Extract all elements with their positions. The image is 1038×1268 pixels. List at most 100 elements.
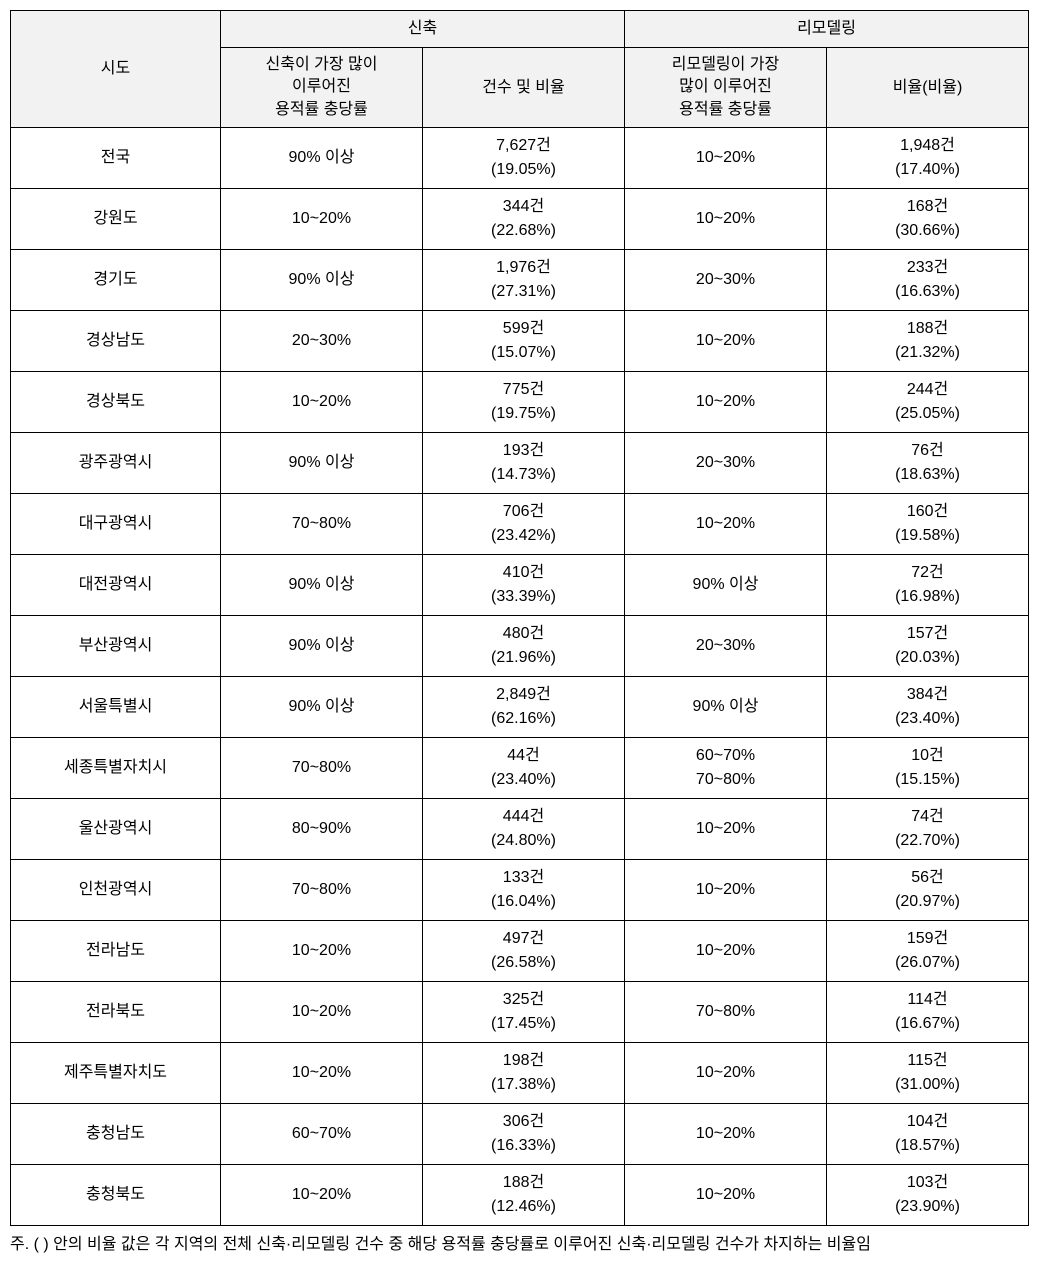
cell-count-percent: (62.16%) — [427, 707, 620, 731]
cell-remodel-rate: 10~20% — [625, 799, 827, 860]
cell-new-rate: 10~20% — [221, 1043, 423, 1104]
cell-count-percent: (23.40%) — [831, 707, 1024, 731]
cell-count-percent: (31.00%) — [831, 1073, 1024, 1097]
cell-new-count: 306건(16.33%) — [423, 1104, 625, 1165]
header-remodel-ratio: 비율(비율) — [827, 48, 1029, 128]
footnote: 주. ( ) 안의 비율 값은 각 지역의 전체 신축·리모델링 건수 중 해당… — [10, 1232, 1028, 1258]
cell-sido: 인천광역시 — [11, 860, 221, 921]
cell-new-count: 344건(22.68%) — [423, 189, 625, 250]
cell-count-value: 384건 — [831, 683, 1024, 707]
cell-sido: 광주광역시 — [11, 433, 221, 494]
cell-count-percent: (17.40%) — [831, 158, 1024, 182]
cell-remodel-rate: 10~20% — [625, 372, 827, 433]
cell-count-value: 775건 — [427, 378, 620, 402]
cell-count-percent: (24.80%) — [427, 829, 620, 853]
cell-count-percent: (21.32%) — [831, 341, 1024, 365]
header-line: 용적률 충당률 — [275, 101, 368, 118]
cell-remodel-count: 72건(16.98%) — [827, 555, 1029, 616]
cell-sido: 경상북도 — [11, 372, 221, 433]
header-new-count: 건수 및 비율 — [423, 48, 625, 128]
header-remodel-rate: 리모델링이 가장 많이 이루어진 용적률 충당률 — [625, 48, 827, 128]
cell-count-value: 104건 — [831, 1110, 1024, 1134]
cell-count-percent: (19.58%) — [831, 524, 1024, 548]
cell-new-rate: 70~80% — [221, 860, 423, 921]
cell-count-percent: (27.31%) — [427, 280, 620, 304]
cell-remodel-rate: 10~20% — [625, 189, 827, 250]
cell-new-count: 188건(12.46%) — [423, 1165, 625, 1226]
cell-sido: 제주특별자치도 — [11, 1043, 221, 1104]
cell-count-value: 76건 — [831, 439, 1024, 463]
cell-sido: 경상남도 — [11, 311, 221, 372]
cell-new-rate: 70~80% — [221, 494, 423, 555]
header-line: 용적률 충당률 — [679, 101, 772, 118]
region-construction-table: 시도 신축 리모델링 신축이 가장 많이 이루어진 용적률 충당률 건수 및 비… — [10, 10, 1029, 1226]
cell-new-rate: 90% 이상 — [221, 677, 423, 738]
cell-count-value: 410건 — [427, 561, 620, 585]
cell-count-percent: (16.98%) — [831, 585, 1024, 609]
cell-remodel-rate: 70~80% — [625, 982, 827, 1043]
cell-count-value: 497건 — [427, 927, 620, 951]
table-row: 충청북도10~20%188건(12.46%)10~20%103건(23.90%) — [11, 1165, 1029, 1226]
cell-sido: 울산광역시 — [11, 799, 221, 860]
cell-remodel-count: 157건(20.03%) — [827, 616, 1029, 677]
table-row: 경기도90% 이상1,976건(27.31%)20~30%233건(16.63%… — [11, 250, 1029, 311]
cell-sido: 경기도 — [11, 250, 221, 311]
cell-sido: 전라남도 — [11, 921, 221, 982]
cell-remodel-rate: 10~20% — [625, 128, 827, 189]
cell-new-count: 497건(26.58%) — [423, 921, 625, 982]
cell-new-count: 44건(23.40%) — [423, 738, 625, 799]
cell-new-count: 1,976건(27.31%) — [423, 250, 625, 311]
table-body: 전국90% 이상7,627건(19.05%)10~20%1,948건(17.40… — [11, 128, 1029, 1226]
cell-remodel-rate: 10~20% — [625, 1104, 827, 1165]
cell-count-value: 115건 — [831, 1049, 1024, 1073]
cell-remodel-count: 160건(19.58%) — [827, 494, 1029, 555]
cell-remodel-count: 244건(25.05%) — [827, 372, 1029, 433]
cell-count-percent: (16.63%) — [831, 280, 1024, 304]
cell-new-rate: 10~20% — [221, 1165, 423, 1226]
cell-count-value: 1,948건 — [831, 134, 1024, 158]
cell-count-value: 344건 — [427, 195, 620, 219]
cell-count-value: 193건 — [427, 439, 620, 463]
cell-sido: 대전광역시 — [11, 555, 221, 616]
cell-count-value: 74건 — [831, 805, 1024, 829]
cell-new-rate: 90% 이상 — [221, 250, 423, 311]
cell-new-rate: 90% 이상 — [221, 433, 423, 494]
cell-remodel-count: 74건(22.70%) — [827, 799, 1029, 860]
cell-new-rate: 70~80% — [221, 738, 423, 799]
cell-count-value: 44건 — [427, 744, 620, 768]
header-group-new: 신축 — [221, 11, 625, 48]
header-new-rate: 신축이 가장 많이 이루어진 용적률 충당률 — [221, 48, 423, 128]
header-line: 신축이 가장 많이 — [266, 56, 378, 73]
cell-count-value: 133건 — [427, 866, 620, 890]
table-row: 강원도10~20%344건(22.68%)10~20%168건(30.66%) — [11, 189, 1029, 250]
cell-sido: 충청남도 — [11, 1104, 221, 1165]
cell-count-percent: (33.39%) — [427, 585, 620, 609]
table-row: 인천광역시70~80%133건(16.04%)10~20%56건(20.97%) — [11, 860, 1029, 921]
cell-new-count: 2,849건(62.16%) — [423, 677, 625, 738]
header-sido: 시도 — [11, 11, 221, 128]
cell-count-percent: (23.42%) — [427, 524, 620, 548]
cell-remodel-rate: 10~20% — [625, 860, 827, 921]
cell-remodel-count: 10건(15.15%) — [827, 738, 1029, 799]
cell-new-count: 193건(14.73%) — [423, 433, 625, 494]
table-row: 대구광역시70~80%706건(23.42%)10~20%160건(19.58%… — [11, 494, 1029, 555]
table-row: 서울특별시90% 이상2,849건(62.16%)90% 이상384건(23.4… — [11, 677, 1029, 738]
cell-count-value: 188건 — [831, 317, 1024, 341]
cell-new-count: 133건(16.04%) — [423, 860, 625, 921]
cell-count-percent: (20.97%) — [831, 890, 1024, 914]
table-row: 전라북도10~20%325건(17.45%)70~80%114건(16.67%) — [11, 982, 1029, 1043]
cell-count-value: 7,627건 — [427, 134, 620, 158]
header-line: 이루어진 — [292, 78, 351, 95]
cell-count-value: 198건 — [427, 1049, 620, 1073]
cell-count-value: 444건 — [427, 805, 620, 829]
cell-remodel-count: 233건(16.63%) — [827, 250, 1029, 311]
cell-remodel-rate: 10~20% — [625, 1043, 827, 1104]
cell-remodel-rate: 60~70%70~80% — [625, 738, 827, 799]
cell-count-percent: (17.38%) — [427, 1073, 620, 1097]
cell-remodel-rate: 90% 이상 — [625, 677, 827, 738]
cell-count-percent: (15.07%) — [427, 341, 620, 365]
cell-count-percent: (16.67%) — [831, 1012, 1024, 1036]
cell-count-value: 325건 — [427, 988, 620, 1012]
cell-remodel-rate: 20~30% — [625, 616, 827, 677]
cell-sido: 충청북도 — [11, 1165, 221, 1226]
